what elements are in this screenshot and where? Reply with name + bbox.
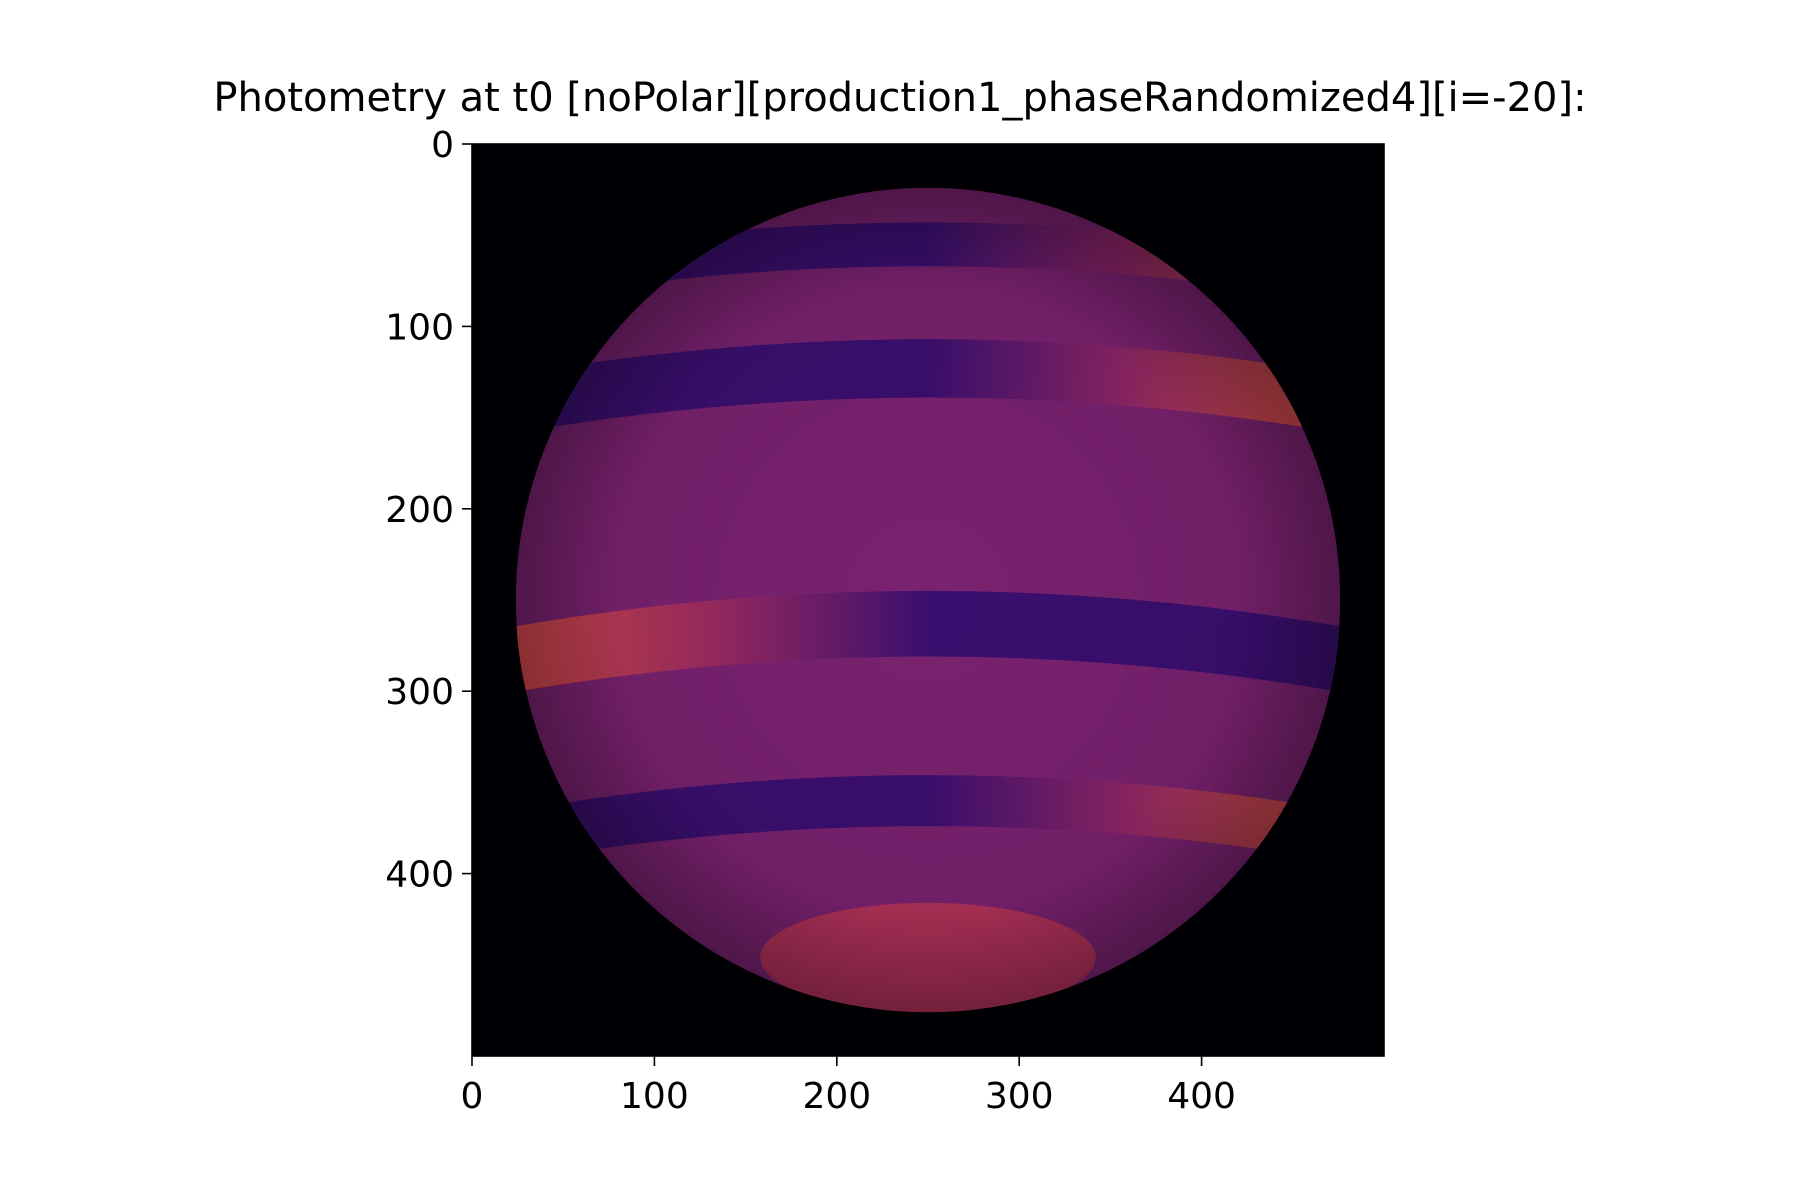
axes-frame — [471, 143, 1385, 1057]
axes: 0 100 200 300 400 0 100 200 300 400 — [385, 125, 1385, 1117]
planet-disk — [515, 187, 1341, 1013]
y-tick-label-0: 0 — [431, 125, 454, 166]
limb-darkening — [515, 187, 1341, 1013]
x-tick-label-4: 400 — [1167, 1076, 1236, 1117]
chart-title: Photometry at t0 [noPolar][production1_p… — [213, 75, 1587, 121]
y-tick-label-2: 200 — [385, 490, 454, 531]
y-tick-label-4: 400 — [385, 855, 454, 896]
y-tick-label-1: 100 — [385, 307, 454, 348]
x-tick-label-3: 300 — [985, 1076, 1054, 1117]
x-tick-label-0: 0 — [461, 1076, 484, 1117]
x-tick-label-1: 100 — [620, 1076, 689, 1117]
y-tick-label-3: 300 — [385, 672, 454, 713]
x-tick-label-2: 200 — [802, 1076, 871, 1117]
